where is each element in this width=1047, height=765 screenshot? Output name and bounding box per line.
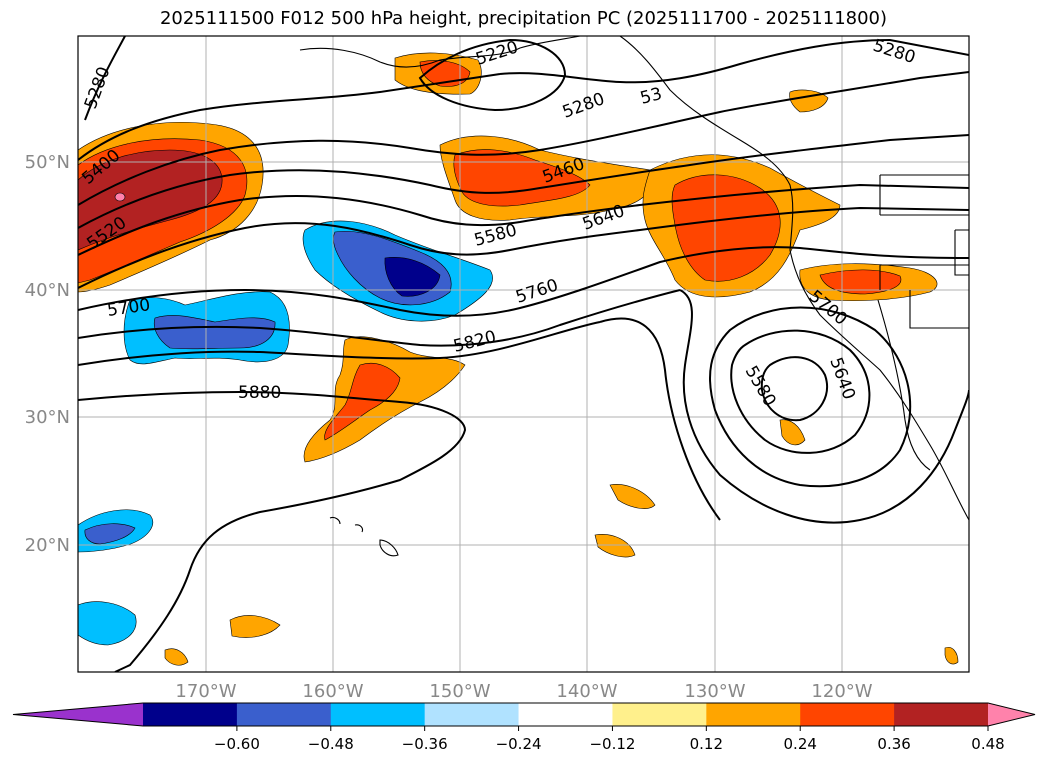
colorbar-swatch bbox=[424, 703, 520, 726]
map-area: 5280 5400 5520 5220 5280 5280 53 5460 55… bbox=[78, 36, 969, 672]
coastlines bbox=[299, 36, 969, 557]
lon-label: 170°W bbox=[175, 681, 236, 702]
colorbar-swatch bbox=[706, 703, 801, 726]
colorbar-tick-label: −0.36 bbox=[402, 735, 448, 753]
colorbar-swatch bbox=[894, 703, 989, 726]
colorbar-swatch bbox=[143, 703, 238, 726]
colorbar-swatch bbox=[518, 703, 613, 726]
precip-negative-shading bbox=[78, 220, 493, 646]
precip-positive-shading bbox=[78, 52, 959, 666]
lat-label: 30°N bbox=[25, 407, 70, 428]
lon-label: 130°W bbox=[684, 681, 745, 702]
lat-label: 50°N bbox=[25, 152, 70, 173]
colorbar-swatch bbox=[330, 703, 426, 726]
colorbar-tick-label: −0.12 bbox=[589, 735, 635, 753]
colorbar: −0.60 −0.48 −0.36 −0.24 −0.12 0.12 0.24 0.36 0.4… bbox=[12, 702, 1036, 753]
colorbar-tick-label: 0.48 bbox=[971, 735, 1004, 753]
contour-label: 5880 bbox=[238, 383, 281, 403]
longitude-labels: 170°W 160°W 150°W 140°W 130°W 120°W bbox=[175, 681, 872, 702]
colorbar-extend-low bbox=[13, 703, 143, 726]
colorbar-outline bbox=[12, 702, 1036, 727]
colorbar-tick-label: −0.24 bbox=[496, 735, 542, 753]
colorbar-swatch bbox=[236, 703, 332, 726]
lon-label: 120°W bbox=[811, 681, 872, 702]
lon-label: 160°W bbox=[302, 681, 363, 702]
lat-label: 20°N bbox=[25, 535, 70, 556]
colorbar-swatch bbox=[612, 703, 707, 726]
colorbar-extend-high bbox=[988, 703, 1035, 726]
colorbar-tick-label: 0.24 bbox=[784, 735, 817, 753]
colorbar-tick-label: −0.60 bbox=[214, 735, 260, 753]
colorbar-swatch bbox=[800, 703, 895, 726]
latitude-labels: 50°N 40°N 30°N 20°N bbox=[25, 152, 70, 556]
lat-label: 40°N bbox=[25, 280, 70, 301]
lon-label: 140°W bbox=[556, 681, 617, 702]
lon-label: 150°W bbox=[429, 681, 490, 702]
map-frame bbox=[77, 35, 970, 673]
map-title: 2025111500 F012 500 hPa height, precipit… bbox=[159, 8, 888, 29]
colorbar-tick-label: 0.36 bbox=[877, 735, 910, 753]
colorbar-tick-label: −0.48 bbox=[308, 735, 354, 753]
height-contours bbox=[78, 36, 969, 672]
colorbar-tick-label: 0.12 bbox=[690, 735, 723, 753]
